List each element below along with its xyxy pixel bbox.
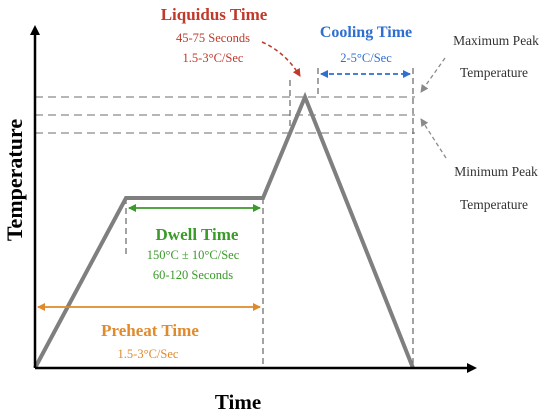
min-peak-label-line2: Temperature [460, 197, 528, 212]
min-peak-pointer [421, 119, 446, 158]
preheat-rate: 1.5-3°C/Sec [118, 347, 179, 361]
y-axis-label: Temperature [2, 119, 27, 241]
dwell-duration: 60-120 Seconds [153, 268, 233, 282]
liquidus-title: Liquidus Time [161, 5, 268, 24]
preheat-title: Preheat Time [101, 321, 199, 340]
x-axis-label: Time [215, 390, 261, 414]
max-peak-label-line1: Maximum Peak [453, 33, 539, 48]
max-peak-label-line2: Temperature [460, 65, 528, 80]
dwell-temp: 150°C ± 10°C/Sec [147, 248, 240, 262]
cooling-rate: 2-5°C/Sec [340, 51, 392, 65]
max-peak-pointer [421, 58, 445, 92]
min-peak-label-line1: Minimum Peak [454, 164, 538, 179]
liquidus-pointer [262, 42, 300, 76]
cooling-title: Cooling Time [320, 24, 412, 41]
liquidus-duration: 45-75 Seconds [176, 31, 250, 45]
liquidus-rate: 1.5-3°C/Sec [183, 51, 244, 65]
dwell-title: Dwell Time [156, 225, 239, 244]
